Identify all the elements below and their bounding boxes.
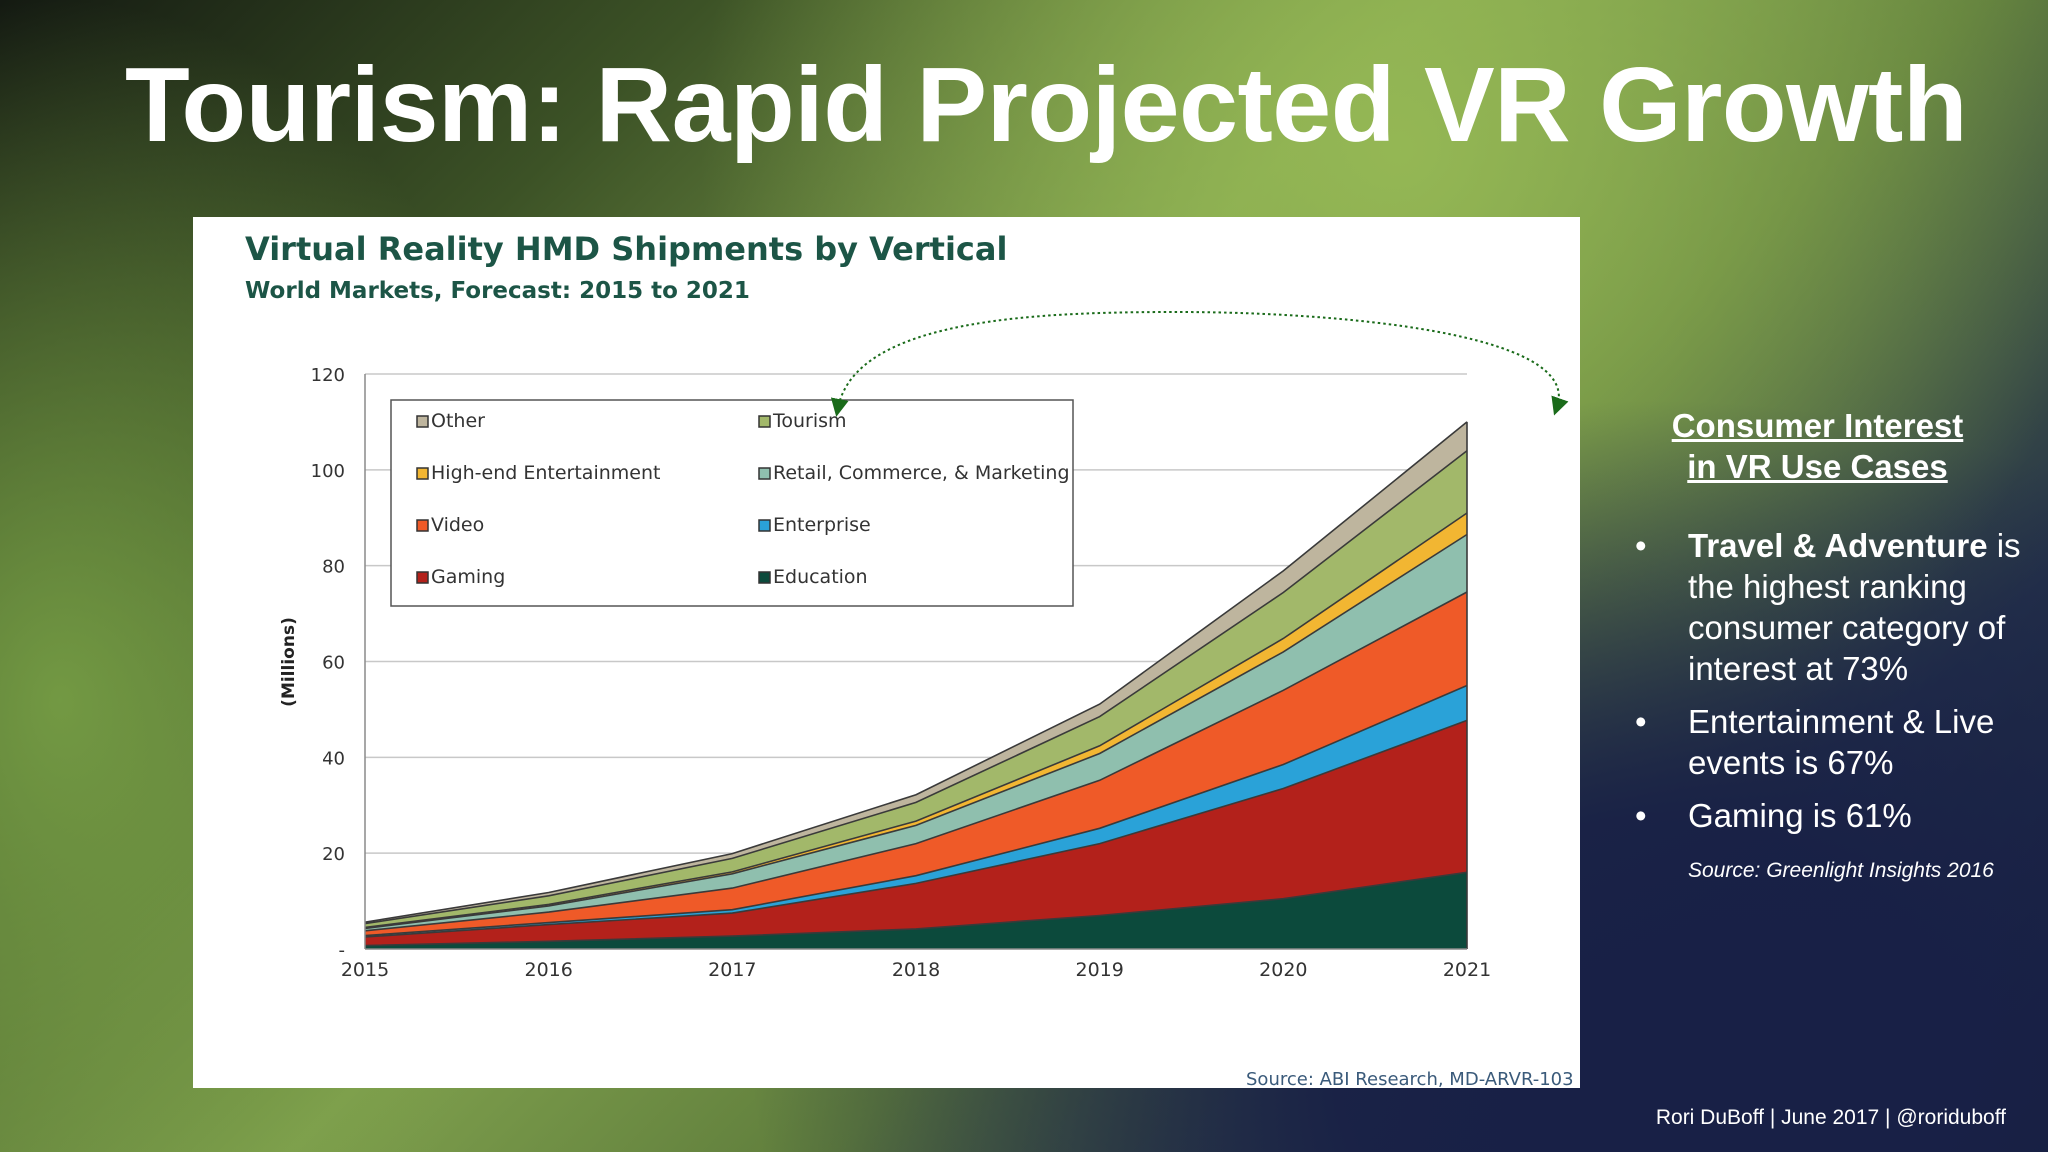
y-tick-label: 60 <box>322 653 345 674</box>
chart-subtitle: World Markets, Forecast: 2015 to 2021 <box>245 278 750 304</box>
x-tick-label: 2018 <box>892 959 940 981</box>
chart-source: Source: ABI Research, MD-ARVR-103 <box>1246 1069 1574 1088</box>
legend-label: Education <box>773 566 868 588</box>
series-boundary-line <box>364 450 1468 925</box>
tourism-callout-arrow <box>830 310 1569 417</box>
x-tick-label: 2021 <box>1443 959 1491 981</box>
y-tick-label: 80 <box>322 557 345 578</box>
survey-source: Source: Greenlight Insights 2016 <box>1688 859 1994 882</box>
bullet-text: is the highest ranking consumer category… <box>1688 527 2021 687</box>
heading-line-2: in VR Use Cases <box>1687 448 1948 485</box>
legend-label: Other <box>431 410 485 432</box>
area-gaming <box>365 720 1467 946</box>
x-tick-label: 2015 <box>341 959 389 981</box>
chart-panel: Virtual Reality HMD Shipments by Vertica… <box>193 217 1580 1088</box>
series-boundary-line <box>364 533 1468 930</box>
axes: - 20 40 60 80 100 120 2015 2016 2017 2018 2019 2020 2… <box>311 365 1492 981</box>
legend-swatch <box>416 467 429 480</box>
bullet-entertainment: • Entertainment & Live events is 67% <box>1635 701 2035 783</box>
legend-swatch <box>416 571 429 584</box>
x-tick-label: 2020 <box>1259 959 1307 981</box>
legend-swatch <box>758 519 771 532</box>
bullet-dot-icon: • <box>1635 527 1647 564</box>
x-tick-label: 2016 <box>524 959 572 981</box>
heading-line-1: Consumer Interest <box>1671 407 1964 444</box>
legend-label: Retail, Commerce, & Marketing <box>773 462 1070 484</box>
series-boundary-line <box>364 684 1468 937</box>
y-tick-label: 20 <box>322 844 345 865</box>
consumer-interest-heading: Consumer Interest in VR Use Cases <box>1635 405 2000 487</box>
series-boundary-line <box>364 871 1468 947</box>
series-boundary-line <box>364 719 1468 938</box>
legend-swatch <box>416 415 429 428</box>
bullet-dot-icon: • <box>1635 703 1647 740</box>
slide-title: Tourism: Rapid Projected VR Growth <box>125 46 1968 164</box>
bullet-travel: • Travel & Adventure is the highest rank… <box>1635 525 2035 689</box>
y-tick-label: - <box>339 940 346 961</box>
y-tick-label: 100 <box>311 461 345 482</box>
x-tick-label: 2019 <box>1075 959 1123 981</box>
legend-label: High-end Entertainment <box>431 462 660 484</box>
bullet-dot-icon: • <box>1635 797 1647 834</box>
legend-swatch <box>758 467 771 480</box>
legend-swatch <box>758 415 771 428</box>
legend-swatch <box>416 519 429 532</box>
y-tick-label: 120 <box>311 365 345 386</box>
x-tick-label: 2017 <box>708 959 756 981</box>
chart-title: Virtual Reality HMD Shipments by Vertica… <box>245 230 1007 268</box>
bullet-gaming: • Gaming is 61% <box>1635 795 2035 836</box>
bullet-text: Gaming is 61% <box>1688 797 1912 834</box>
legend-label: Gaming <box>431 566 505 588</box>
area-video <box>365 592 1467 936</box>
legend-label: Enterprise <box>773 514 871 536</box>
area-series <box>364 421 1468 949</box>
y-axis-label: (Millions) <box>279 617 299 707</box>
legend-swatch <box>758 571 771 584</box>
footer-credit: Rori DuBoff | June 2017 | @roriduboff <box>1655 1106 2006 1129</box>
legend-box <box>390 399 1074 607</box>
bullet-text: Entertainment & Live events is 67% <box>1688 703 1995 781</box>
y-tick-label: 40 <box>322 748 345 769</box>
area-education <box>365 872 1467 949</box>
stacked-area-chart: Virtual Reality HMD Shipments by Vertica… <box>245 230 1574 1088</box>
bullet-list: • Travel & Adventure is the highest rank… <box>1635 525 2035 836</box>
legend: Other Tourism High-end Entertainment Retail… <box>390 399 1074 607</box>
series-boundary-line <box>364 591 1468 932</box>
series-boundary-line <box>364 421 1468 923</box>
legend-label: Video <box>431 514 484 536</box>
series-boundary-line <box>364 512 1468 929</box>
bullet-bold-text: Travel & Adventure <box>1688 527 1988 564</box>
consumer-interest-panel: Consumer Interest in VR Use Cases • Trav… <box>1635 405 2035 884</box>
legend-label: Tourism <box>772 410 847 432</box>
